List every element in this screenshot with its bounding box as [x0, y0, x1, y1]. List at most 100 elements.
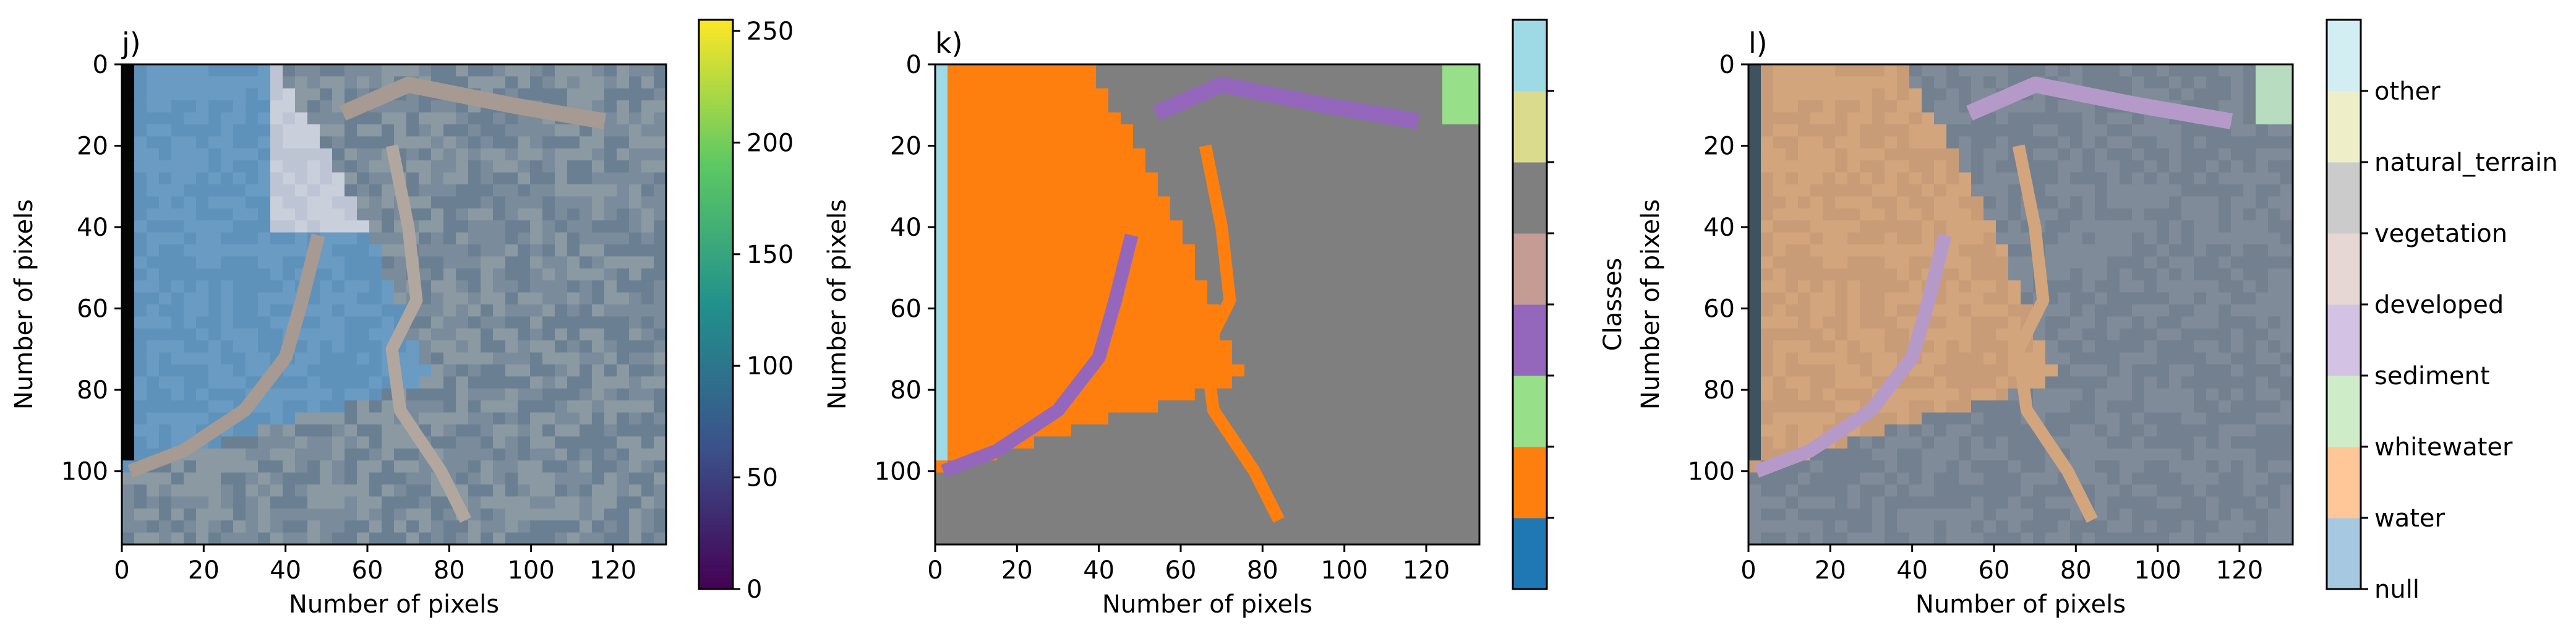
x-axis-label: Number of pixels [1915, 590, 2126, 619]
x-tick-label: 0 [114, 556, 129, 585]
y-axis-label: Number of pixels [823, 199, 852, 410]
y-tick-label: 60 [77, 295, 108, 324]
x-tick-label: 0 [1740, 556, 1756, 585]
panel-k-class-prediction: 0 20 40 60 80 100 120 0 20 40 60 80 100 Number of pix… [823, 19, 1627, 619]
x-tick-label: 80 [434, 556, 465, 585]
colorbar-class-swatch [2327, 233, 2361, 305]
x-axis-label: Number of pixels [289, 590, 499, 619]
colorbar-class-label: null [2374, 575, 2420, 604]
x-tick-label: 100 [1320, 556, 1367, 585]
y-tick-label: 0 [906, 51, 922, 79]
colorbar-class-swatch [2327, 447, 2361, 518]
y-tick-label: 80 [1703, 376, 1735, 405]
colorbar-tick-label: 0 [747, 575, 762, 604]
x-tick-label: 60 [1979, 556, 2010, 585]
colorbar-gradient [699, 20, 733, 589]
x-tick-label: 20 [188, 556, 220, 585]
colorbar-class-label: developed [2374, 291, 2504, 319]
x-tick-label: 40 [1896, 556, 1928, 585]
panel-title: k) [935, 27, 963, 60]
colorbar-class-swatch [1513, 233, 1547, 305]
colorbar-class-label: whitewater [2374, 433, 2513, 462]
colorbar-tick-label: 200 [747, 129, 794, 157]
y-tick-label: 100 [61, 458, 108, 486]
colorbar-class-label: water [2374, 504, 2445, 533]
y-tick-label: 60 [890, 295, 922, 324]
colorbar-class-swatch [2327, 162, 2361, 234]
colorbar-class-label: natural_terrain [2374, 148, 2557, 177]
colorbar-class-swatch [1513, 20, 1547, 92]
colorbar-class-swatch [1513, 376, 1547, 447]
plot-frame [934, 63, 1481, 546]
y-tick-label: 60 [1703, 295, 1735, 324]
y-tick-label: 0 [1719, 51, 1735, 79]
y-tick-label: 80 [77, 376, 108, 405]
colorbar-class-label: vegetation [2374, 220, 2507, 248]
y-tick-label: 40 [890, 213, 922, 242]
x-tick-label: 60 [1165, 556, 1197, 585]
y-tick-label: 20 [1703, 132, 1735, 161]
plot-frame [1747, 63, 2294, 546]
y-tick-label: 20 [890, 132, 922, 161]
colorbar-tick-label: 100 [747, 352, 794, 381]
colorbar-tick-label: 150 [747, 241, 794, 269]
overlay-raster [1748, 64, 2293, 545]
colorbar-class-swatch [1513, 447, 1547, 518]
y-tick-label: 0 [93, 51, 108, 79]
x-tick-label: 100 [507, 556, 554, 585]
colorbar-frame [698, 19, 734, 590]
plot-frame [121, 63, 667, 546]
x-tick-label: 20 [1001, 556, 1033, 585]
colorbar-class-label: other [2374, 77, 2441, 106]
y-tick-label: 40 [1703, 213, 1735, 242]
y-axis-label: Number of pixels [10, 199, 38, 410]
y-tick-label: 100 [875, 458, 922, 486]
sediment-arc [1153, 76, 1420, 129]
colorbar-class-swatch [2327, 376, 2361, 447]
y-tick-label: 40 [77, 213, 108, 242]
class-raster [935, 64, 1480, 545]
colorbar-class-label: sediment [2374, 362, 2490, 390]
sediment-arc [340, 76, 607, 129]
colorbar-tick-label: 250 [747, 17, 794, 46]
rgb-raster [122, 64, 667, 545]
colorbar-class-swatch [1513, 162, 1547, 234]
panel-title: l) [1748, 27, 1768, 60]
colorbar-class-swatch [2327, 20, 2361, 92]
x-tick-label: 120 [1403, 556, 1450, 585]
channel-band [127, 233, 325, 478]
x-tick-label: 100 [2134, 556, 2181, 585]
colorbar-class-swatch [1513, 518, 1547, 590]
x-tick-label: 60 [352, 556, 383, 585]
x-tick-label: 80 [1247, 556, 1278, 585]
y-axis-label: Number of pixels [1637, 199, 1665, 410]
panel-title: j) [121, 27, 141, 60]
x-tick-label: 40 [270, 556, 301, 585]
sediment-arc [1966, 76, 2233, 129]
x-tick-label: 0 [927, 556, 943, 585]
colorbar-class-swatch [1513, 91, 1547, 163]
colorbar-tick-label: 50 [747, 464, 778, 493]
colorbar-class-swatch [2327, 518, 2361, 590]
y-tick-label: 20 [77, 132, 108, 161]
x-tick-label: 120 [2216, 556, 2263, 585]
x-tick-label: 120 [589, 556, 636, 585]
y-tick-label: 100 [1688, 458, 1735, 486]
river-channel [2012, 144, 2098, 523]
y-tick-label: 80 [890, 376, 922, 405]
colorbar-class-swatch [1513, 304, 1547, 376]
colorbar-label: Classes [1599, 258, 1627, 351]
channel-band [1754, 233, 1952, 478]
colorbar-class-swatch [2327, 304, 2361, 376]
panel-l-overlay: 0 20 40 60 80 100 120 0 20 40 60 80 100 Number of pix… [1637, 19, 2557, 619]
panel-j-rgb-image: 0 20 40 60 80 100 120 0 20 40 60 80 100 Number of pix… [10, 17, 794, 619]
river-channel [385, 144, 471, 523]
x-tick-label: 80 [2060, 556, 2092, 585]
x-tick-label: 20 [1815, 556, 1846, 585]
x-axis-label: Number of pixels [1102, 590, 1312, 619]
river-channel [1199, 144, 1285, 523]
colorbar-class-swatch [2327, 91, 2361, 163]
x-tick-label: 40 [1083, 556, 1115, 585]
channel-band [941, 233, 1139, 478]
